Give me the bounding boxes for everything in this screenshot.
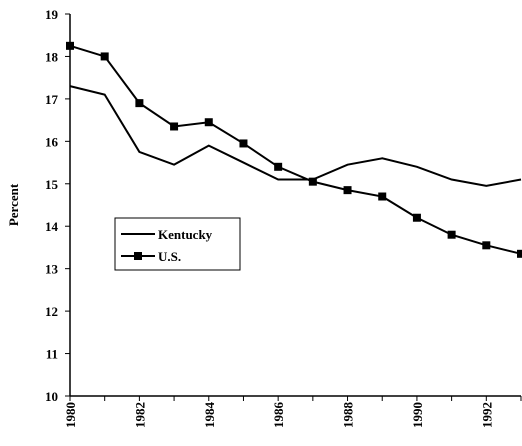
point — [204, 118, 213, 127]
point — [66, 41, 74, 50]
point — [170, 122, 179, 131]
y-tick-label: 19 — [45, 7, 59, 22]
point — [274, 162, 283, 171]
point — [100, 52, 109, 61]
x-tick-label: 1982 — [132, 402, 147, 428]
y-tick-label: 17 — [45, 92, 59, 107]
y-tick-label: 18 — [45, 49, 59, 64]
y-tick-label: 15 — [45, 177, 59, 192]
point — [308, 177, 317, 186]
point — [135, 99, 144, 108]
x-tick-label: 1990 — [410, 402, 425, 428]
y-tick-label: 11 — [46, 347, 58, 362]
legend-marker — [134, 252, 142, 260]
point — [412, 213, 421, 222]
x-tick-label: 1984 — [202, 402, 217, 429]
legend-label: U.S. — [158, 249, 181, 264]
point — [482, 241, 491, 250]
y-tick-label: 16 — [45, 134, 59, 149]
series-line — [69, 44, 522, 255]
y-tick-label: 10 — [45, 389, 58, 404]
x-tick-label: 1986 — [271, 402, 286, 429]
x-tick-label: 1992 — [479, 402, 494, 428]
point — [343, 186, 352, 195]
point — [447, 230, 456, 239]
point — [517, 249, 522, 258]
x-tick-label: 1980 — [63, 402, 78, 428]
series-line — [69, 85, 522, 187]
x-tick-label: 1988 — [341, 402, 356, 429]
legend-box — [114, 217, 241, 271]
legend-label: Kentucky — [158, 227, 213, 242]
point — [378, 192, 387, 201]
y-axis-label: Percent — [6, 183, 21, 226]
y-tick-label: 13 — [45, 262, 59, 277]
y-tick-label: 12 — [45, 304, 58, 319]
y-tick-label: 14 — [45, 219, 59, 234]
point — [239, 139, 248, 148]
